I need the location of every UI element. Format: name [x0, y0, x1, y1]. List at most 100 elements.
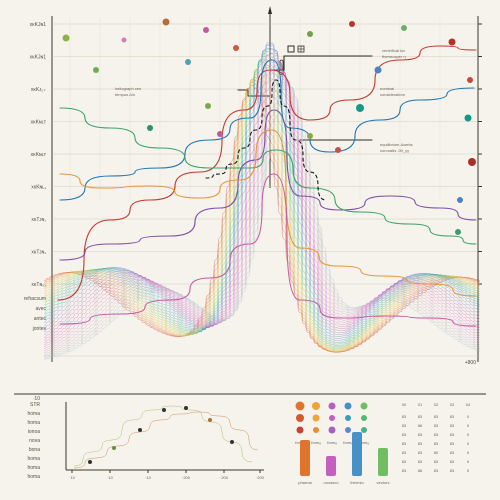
- scatter-dot: [467, 77, 473, 83]
- svg-text:formₐ: formₐ: [311, 440, 321, 445]
- legend-bubble: [313, 415, 320, 422]
- matrix-cell: 83: [434, 441, 439, 446]
- legend-bar: [378, 448, 388, 476]
- matrix-cell: 86: [418, 423, 423, 428]
- scatter-dot: [93, 67, 99, 73]
- legend-bubble: [361, 403, 368, 410]
- scatter-dot: [307, 31, 313, 37]
- legend-bubble: [296, 402, 305, 411]
- matrix-cell: 83: [450, 459, 455, 464]
- bar-label: vectors: [377, 480, 390, 485]
- matrix-cell: 83: [402, 450, 407, 455]
- scatter-dot: [163, 19, 170, 26]
- annotation-label: tempus.Δ/s: [115, 92, 135, 97]
- matrix-cell: 83: [450, 441, 455, 446]
- scatter-dot: [335, 147, 341, 153]
- legend-bubble: [329, 403, 336, 410]
- strip-y-label: homa: [27, 474, 40, 480]
- svg-text:jontes: jontes: [32, 326, 47, 332]
- annotation-label: coronatis .00_γγ: [380, 148, 409, 153]
- matrix-cell: 83: [434, 423, 439, 428]
- legend-bar: [300, 440, 310, 476]
- svg-text:formₐ: formₐ: [343, 440, 353, 445]
- matrix-col: 02: [434, 402, 439, 407]
- matrix-cell: 86: [418, 468, 423, 473]
- bar-label: thermio: [350, 480, 364, 485]
- y-tick-label: xᴋTɴ₀₁: [31, 282, 46, 288]
- bar-label: novasco: [324, 480, 340, 485]
- matrix-cell: 83: [450, 468, 455, 473]
- matrix-cell: 83: [402, 468, 407, 473]
- matrix-cell: 83: [402, 432, 407, 437]
- matrix-cell: 83: [402, 441, 407, 446]
- scatter-dot: [401, 25, 407, 31]
- matrix-cell: 83: [450, 414, 455, 419]
- legend-bubble: [345, 427, 351, 433]
- scatter-dot: [356, 104, 364, 112]
- scatter-dot: [465, 115, 472, 122]
- matrix-col: 01: [418, 402, 423, 407]
- scatter-dot: [375, 67, 382, 74]
- y-tick-label: xᴋTᴊɴ₁: [31, 250, 46, 256]
- matrix-cell: 83: [434, 414, 439, 419]
- matrix-cell: 83: [434, 468, 439, 473]
- scatter-dot: [203, 27, 209, 33]
- scatter-dot: [468, 158, 476, 166]
- scatter-dot: [457, 197, 463, 203]
- y-tick-label: xᴋKJɴ1: [30, 22, 47, 28]
- legend-bubble: [296, 414, 304, 422]
- mini-xtick: ·200: [182, 475, 191, 480]
- mini-xtick: ·10: [145, 475, 152, 480]
- strip-y-label: homa: [27, 456, 40, 462]
- mini-xtick: ·10: [107, 475, 114, 480]
- strip-y-label: homa: [27, 420, 40, 426]
- matrix-cell: 83: [418, 459, 423, 464]
- matrix-cell: 83: [418, 432, 423, 437]
- matrix-cell: 83: [434, 459, 439, 464]
- strip-y-label: ionoa: [28, 429, 40, 435]
- svg-text:antec: antec: [34, 316, 47, 322]
- scatter-dot: [449, 39, 456, 46]
- matrix-cell: 83: [402, 423, 407, 428]
- strip-y-label: homa: [27, 465, 40, 471]
- legend-bubble: [345, 415, 351, 421]
- mini-xtick: ·200: [256, 475, 265, 480]
- matrix-cell: 80: [434, 450, 439, 455]
- y-tick-label: xᴋKJɴ1: [30, 55, 47, 61]
- strip-y-label: STR: [30, 402, 40, 408]
- strip-y-label: nova: [29, 438, 40, 444]
- svg-text:refracsum: refracsum: [24, 296, 46, 302]
- scatter-dot: [122, 38, 127, 43]
- matrix-cell: 83: [402, 459, 407, 464]
- annotation-label: thermosper η: [382, 54, 406, 59]
- legend-bubble: [312, 402, 320, 410]
- svg-text:·10: ·10: [33, 396, 40, 402]
- scientific-viz-plate: xᴋKJɴ1xᴋKJɴ1xᴋKᴊ₀₊xᴋKɴʟᴛxᴋKɴʟᴛxᴋKɴʟ₁xᴋTᴊ…: [0, 0, 500, 500]
- matrix-col: 00: [402, 402, 407, 407]
- scatter-dot: [217, 131, 223, 137]
- legend-bubble: [345, 403, 352, 410]
- matrix-cell: 83: [402, 414, 407, 419]
- svg-text:avec: avec: [35, 306, 46, 312]
- scatter-dot: [205, 103, 211, 109]
- annotation-label: equilibrium‑Δwebs: [380, 142, 413, 147]
- mini-xtick: ·200: [220, 475, 229, 480]
- y-tick-label: xᴋKɴʟᴛ: [31, 120, 47, 126]
- svg-text:+800: +800: [465, 360, 476, 366]
- legend-bubble: [361, 427, 367, 433]
- y-tick-label: xᴋKɴʟ₁: [31, 185, 46, 191]
- annotation-label: ventrifical lux: [382, 48, 405, 53]
- scatter-dot: [307, 133, 313, 139]
- legend-bubble: [313, 427, 319, 433]
- matrix-cell: 83: [418, 441, 423, 446]
- bar-label: pharma: [298, 480, 312, 485]
- matrix-cell: 83: [450, 423, 455, 428]
- scatter-dot: [147, 125, 153, 131]
- legend-bubble: [329, 415, 335, 421]
- legend-bar: [352, 432, 362, 476]
- annotation-label: consideratiom: [380, 92, 406, 97]
- matrix-col: 04: [466, 402, 471, 407]
- scatter-dot: [349, 21, 355, 27]
- matrix-cell: 83: [450, 450, 455, 455]
- legend-bar: [326, 456, 336, 476]
